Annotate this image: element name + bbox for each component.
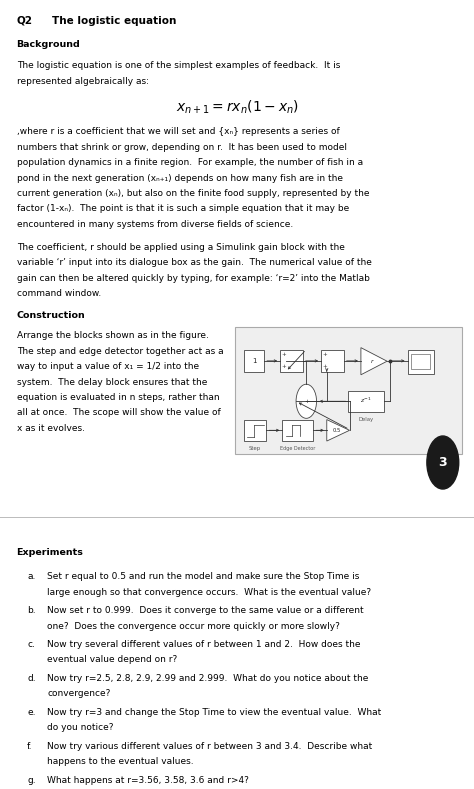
Bar: [321, 350, 344, 372]
Bar: [244, 420, 266, 441]
Text: $z^{-1}$: $z^{-1}$: [360, 395, 372, 405]
Text: +: +: [281, 365, 286, 369]
Text: e.: e.: [27, 708, 36, 717]
Text: gain can then be altered quickly by typing, for example: ‘r=2’ into the Matlab: gain can then be altered quickly by typi…: [17, 274, 369, 282]
Bar: [244, 350, 264, 372]
Text: one?  Does the convergence occur more quickly or more slowly?: one? Does the convergence occur more qui…: [47, 622, 340, 630]
Text: c.: c.: [27, 640, 35, 649]
Text: Set r equal to 0.5 and run the model and make sure the Stop Time is: Set r equal to 0.5 and run the model and…: [47, 572, 360, 581]
Text: population dynamics in a finite region.  For example, the number of fish in a: population dynamics in a finite region. …: [17, 159, 363, 167]
Text: large enough so that convergence occurs.  What is the eventual value?: large enough so that convergence occurs.…: [47, 588, 372, 596]
Text: +: +: [322, 353, 327, 357]
Text: f.: f.: [27, 742, 33, 751]
Text: Now try various different values of r between 3 and 3.4.  Describe what: Now try various different values of r be…: [47, 742, 373, 751]
Circle shape: [296, 384, 317, 418]
Text: happens to the eventual values.: happens to the eventual values.: [47, 757, 194, 766]
Bar: [348, 391, 383, 412]
Text: all at once.  The scope will show the value of: all at once. The scope will show the val…: [17, 408, 220, 417]
Text: Experiments: Experiments: [17, 548, 83, 557]
Text: Arrange the blocks shown as in the figure.: Arrange the blocks shown as in the figur…: [17, 331, 209, 340]
Text: x as it evolves.: x as it evolves.: [17, 424, 84, 432]
Text: Q2: Q2: [17, 16, 33, 26]
Text: Now try several different values of r between 1 and 2.  How does the: Now try several different values of r be…: [47, 640, 361, 649]
Text: a.: a.: [27, 572, 36, 581]
Text: system.  The delay block ensures that the: system. The delay block ensures that the: [17, 377, 207, 387]
Text: convergence?: convergence?: [47, 690, 111, 698]
Text: factor (1-xₙ).  The point is that it is such a simple equation that it may be: factor (1-xₙ). The point is that it is s…: [17, 204, 349, 213]
Text: 3: 3: [438, 456, 447, 469]
Polygon shape: [361, 348, 387, 375]
Circle shape: [427, 436, 459, 489]
Text: +: +: [304, 398, 309, 404]
Text: Now set r to 0.999.  Does it converge to the same value or a different: Now set r to 0.999. Does it converge to …: [47, 606, 364, 615]
Bar: [408, 350, 434, 373]
Text: r: r: [371, 359, 373, 364]
Text: current generation (xₙ), but also on the finite food supply, represented by the: current generation (xₙ), but also on the…: [17, 189, 369, 198]
Text: Now try r=3 and change the Stop Time to view the eventual value.  What: Now try r=3 and change the Stop Time to …: [47, 708, 382, 717]
Text: The step and edge detector together act as a: The step and edge detector together act …: [17, 346, 223, 356]
Text: variable ‘r’ input into its dialogue box as the gain.  The numerical value of th: variable ‘r’ input into its dialogue box…: [17, 258, 372, 267]
Text: What happens at r=3.56, 3.58, 3.6 and r>4?: What happens at r=3.56, 3.58, 3.6 and r>…: [47, 776, 249, 785]
Text: Delay: Delay: [358, 417, 374, 422]
Text: Edge Detector: Edge Detector: [280, 446, 316, 451]
Polygon shape: [327, 420, 349, 441]
Text: Construction: Construction: [17, 311, 85, 320]
Text: The logistic equation: The logistic equation: [52, 16, 176, 26]
Text: The logistic equation is one of the simplest examples of feedback.  It is: The logistic equation is one of the simp…: [17, 62, 340, 70]
Bar: [283, 420, 313, 441]
Text: numbers that shrink or grow, depending on r.  It has been used to model: numbers that shrink or grow, depending o…: [17, 143, 346, 151]
Text: +: +: [322, 365, 327, 369]
Text: encountered in many systems from diverse fields of science.: encountered in many systems from diverse…: [17, 220, 293, 229]
Text: ,where r is a coefficient that we will set and {xₙ} represents a series of: ,where r is a coefficient that we will s…: [17, 128, 339, 136]
Text: pond in the next generation (xₙ₊₁) depends on how many fish are in the: pond in the next generation (xₙ₊₁) depen…: [17, 174, 343, 182]
Text: Step: Step: [249, 446, 261, 451]
Text: command window.: command window.: [17, 289, 101, 298]
Text: Now try r=2.5, 2.8, 2.9, 2.99 and 2.999.  What do you notice about the: Now try r=2.5, 2.8, 2.9, 2.99 and 2.999.…: [47, 674, 369, 683]
Text: do you notice?: do you notice?: [47, 724, 114, 732]
Text: The coefficient, r should be applied using a Simulink gain block with the: The coefficient, r should be applied usi…: [17, 243, 345, 252]
Text: d.: d.: [27, 674, 36, 683]
Text: b.: b.: [27, 606, 36, 615]
Text: equation is evaluated in n steps, rather than: equation is evaluated in n steps, rather…: [17, 393, 219, 402]
Text: Background: Background: [17, 39, 80, 49]
Bar: [411, 354, 430, 368]
FancyBboxPatch shape: [235, 327, 462, 454]
Text: represented algebraically as:: represented algebraically as:: [17, 77, 148, 85]
Text: g.: g.: [27, 776, 36, 785]
Text: eventual value depend on r?: eventual value depend on r?: [47, 656, 178, 664]
Text: way to input a value of x₁ = 1/2 into the: way to input a value of x₁ = 1/2 into th…: [17, 362, 199, 371]
Text: +: +: [281, 353, 286, 357]
Text: $x_{n+1} = rx_n(1 - x_n)$: $x_{n+1} = rx_n(1 - x_n)$: [175, 99, 299, 116]
Text: 1: 1: [252, 358, 256, 364]
Bar: [280, 350, 303, 372]
Text: 0.5: 0.5: [332, 428, 340, 433]
